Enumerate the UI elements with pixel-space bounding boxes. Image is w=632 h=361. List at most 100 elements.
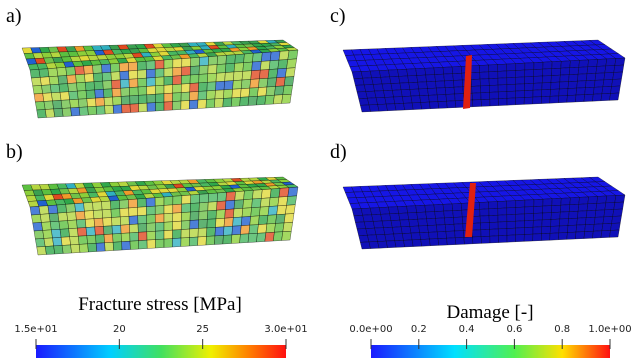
colorbar-title: Damage [-]	[446, 302, 533, 323]
cell	[156, 102, 165, 111]
cell	[120, 79, 129, 88]
cell	[68, 83, 78, 92]
cell	[436, 81, 446, 88]
tick-label: 20	[113, 324, 126, 335]
cell	[87, 235, 96, 244]
tick-label: 3.0e+01	[264, 324, 307, 335]
cell	[354, 215, 365, 222]
cell	[198, 82, 207, 91]
cell	[507, 98, 516, 105]
cell	[240, 234, 249, 243]
cell	[507, 71, 516, 78]
cell	[542, 220, 551, 227]
cell	[447, 238, 456, 245]
cell	[481, 92, 490, 99]
cell	[147, 231, 156, 240]
cell	[561, 61, 571, 68]
cell	[359, 98, 369, 105]
cell	[181, 75, 190, 84]
cell	[44, 238, 54, 247]
cell	[282, 231, 292, 240]
cell	[471, 72, 480, 79]
cell	[409, 219, 419, 226]
colorbar-title: Fracture stress [MPa]	[78, 294, 242, 315]
cell	[139, 103, 148, 112]
cell	[259, 70, 269, 79]
cell	[279, 51, 289, 60]
panel-label: d)	[330, 141, 347, 163]
cell	[31, 77, 41, 86]
cell	[516, 207, 525, 214]
cell	[155, 222, 164, 231]
cell	[215, 90, 224, 99]
cell	[453, 80, 462, 87]
cell	[287, 59, 297, 69]
cell	[507, 214, 516, 221]
cell	[516, 98, 525, 105]
cell	[267, 78, 277, 87]
cell	[434, 67, 444, 74]
cell	[147, 103, 156, 112]
cell	[611, 86, 621, 93]
cell	[270, 188, 280, 198]
cell	[119, 200, 128, 209]
cell	[570, 60, 580, 67]
cell	[76, 219, 86, 228]
cell	[533, 97, 542, 104]
cell	[428, 95, 438, 102]
tick-label: 0.2	[411, 324, 427, 335]
cell	[276, 214, 286, 223]
cell	[112, 225, 121, 234]
cell	[498, 98, 507, 105]
cell	[43, 230, 53, 239]
cell	[481, 99, 490, 106]
cell	[242, 208, 252, 217]
cell	[30, 69, 40, 78]
cell	[472, 93, 481, 100]
cell	[48, 205, 58, 214]
cell	[480, 216, 489, 223]
cell	[260, 198, 270, 207]
cell	[437, 94, 446, 101]
cell	[190, 220, 199, 229]
cell	[524, 83, 533, 90]
cell	[223, 235, 232, 244]
cell	[199, 74, 208, 83]
cell	[586, 73, 596, 80]
cell	[77, 91, 87, 100]
cell	[455, 100, 464, 107]
cell	[173, 221, 182, 230]
cell	[436, 218, 446, 225]
cell	[357, 229, 367, 236]
cell	[543, 69, 552, 76]
cell	[427, 218, 437, 225]
cell	[252, 198, 262, 207]
cell	[412, 240, 422, 247]
cell	[516, 221, 525, 228]
cell	[516, 84, 525, 91]
cell	[62, 245, 72, 254]
cell	[560, 75, 569, 82]
cell	[444, 211, 454, 218]
cell	[455, 231, 464, 238]
cell	[173, 59, 182, 68]
cell	[279, 188, 289, 197]
cell	[181, 92, 190, 101]
cell	[569, 211, 579, 218]
cell	[173, 213, 182, 222]
cell	[240, 97, 249, 106]
cell	[102, 72, 111, 81]
beams	[22, 40, 625, 255]
cell	[533, 227, 542, 234]
cell	[84, 202, 94, 211]
cell	[33, 222, 43, 231]
cell	[259, 207, 269, 216]
cell	[268, 206, 278, 215]
cell	[199, 65, 208, 74]
cell	[594, 80, 604, 87]
cell	[416, 205, 426, 212]
cell	[104, 97, 113, 106]
cell	[390, 213, 400, 220]
cell	[445, 87, 454, 94]
cell	[411, 233, 421, 240]
